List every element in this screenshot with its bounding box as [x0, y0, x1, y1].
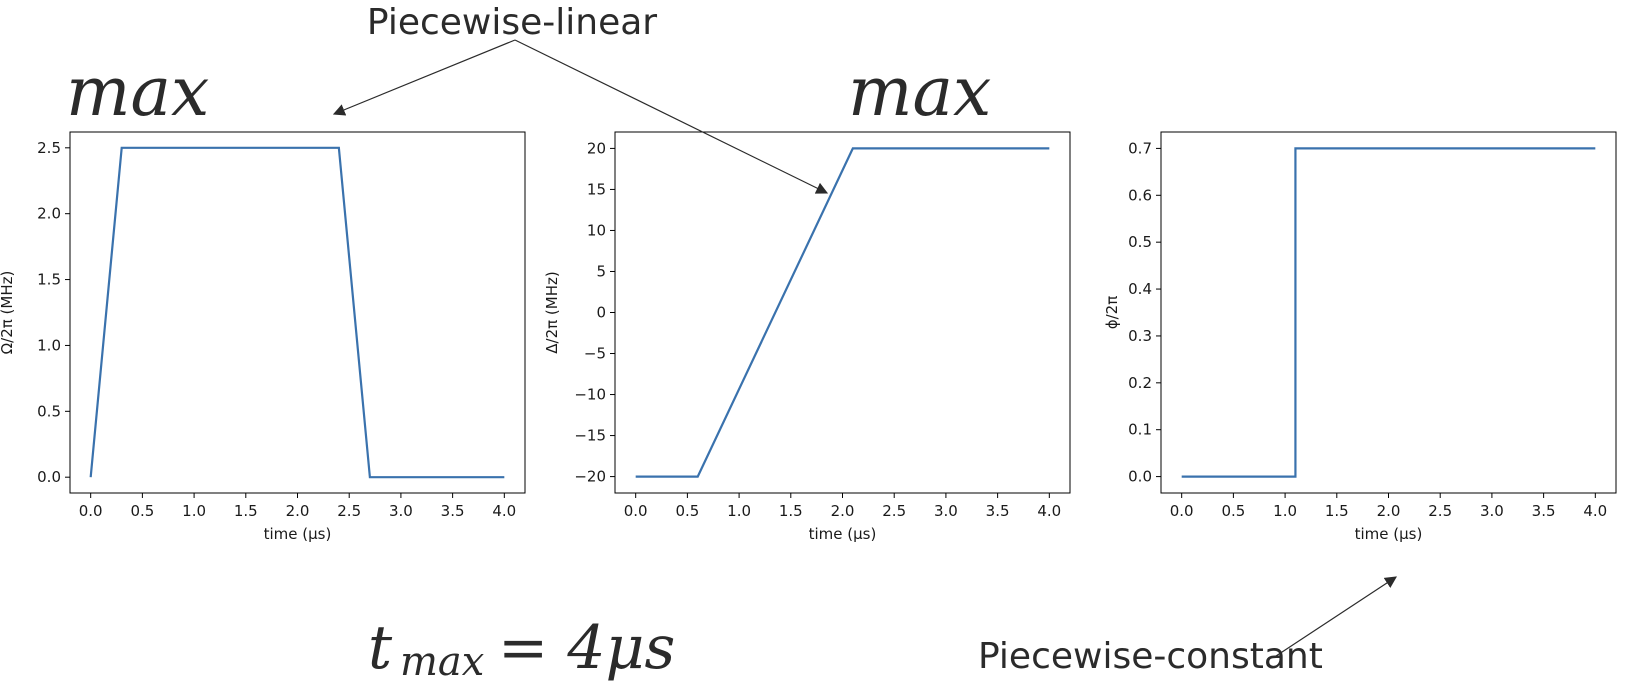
- piecewise-constant-label: Piecewise-constant: [978, 636, 1323, 677]
- phase-x-axis-label: time (μs): [1355, 525, 1423, 543]
- delta-y-tick-label: −15: [574, 427, 606, 445]
- delta-max-label: max: [848, 53, 991, 132]
- omega-x-axis-label: time (μs): [264, 525, 332, 543]
- omega-y-tick-label: 2.5: [37, 139, 61, 157]
- phase-x-tick-label: 1.5: [1325, 502, 1349, 520]
- omega-y-tick-label: 1.5: [37, 271, 61, 289]
- phase-y-tick-label: 0.6: [1128, 186, 1152, 204]
- phase-x-tick-label: 2.5: [1428, 502, 1452, 520]
- phase-y-tick-label: 0.0: [1128, 468, 1152, 486]
- piecewise-constant-arrow: [1275, 576, 1398, 657]
- piecewise-linear-arrow-right: [514, 39, 829, 194]
- omega-x-tick-label: 0.0: [79, 502, 103, 520]
- phase-plot: 0.0 0.5 1.0 1.5 2.0 2.5 3.0 3.5 4.0 0.0 0.1 0.2 0.3 0…: [1103, 131, 1617, 543]
- tmax-value: = 4μs: [498, 613, 675, 683]
- delta-x-tick-label: 4.0: [1037, 502, 1061, 520]
- delta-x-tick-label: 0.0: [624, 502, 648, 520]
- omega-axes-frame: [69, 131, 526, 494]
- omega-x-tick-label: 2.0: [286, 502, 310, 520]
- phase-x-tick-label: 1.0: [1273, 502, 1297, 520]
- delta-y-axis-label: Δ/2π (MHz): [543, 271, 561, 353]
- phase-x-tick-label: 0.5: [1221, 502, 1245, 520]
- phase-x-tick-label: 2.0: [1377, 502, 1401, 520]
- omega-y-axis-label: Ω/2π (MHz): [0, 271, 16, 355]
- delta-plot: 0.0 0.5 1.0 1.5 2.0 2.5 3.0 3.5 4.0 −20 −15 −10 −5 0 5…: [543, 131, 1071, 543]
- delta-y-tick-label: −5: [584, 345, 606, 363]
- phase-y-tick-label: 0.1: [1128, 421, 1152, 439]
- delta-x-tick-label: 2.0: [831, 502, 855, 520]
- phase-axes-frame: [1160, 131, 1617, 494]
- delta-x-axis-label: time (μs): [809, 525, 877, 543]
- phase-x-tick-label: 4.0: [1583, 502, 1607, 520]
- phase-y-tick-label: 0.7: [1128, 139, 1152, 157]
- delta-y-tick-label: 5: [596, 262, 606, 280]
- delta-x-tick-label: 0.5: [675, 502, 699, 520]
- omega-y-tick-label: 0.0: [37, 468, 61, 486]
- piecewise-linear-label: Piecewise-linear: [367, 2, 657, 43]
- tmax-equation: t max = 4μs: [368, 613, 675, 685]
- delta-x-tick-label: 1.5: [779, 502, 803, 520]
- phase-x-tick-label: 3.0: [1480, 502, 1504, 520]
- omega-y-tick-label: 2.0: [37, 205, 61, 223]
- delta-y-tick-label: 0: [596, 304, 606, 322]
- omega-x-tick-label: 2.5: [337, 502, 361, 520]
- delta-series-line: [635, 147, 1050, 478]
- omega-x-tick-label: 4.0: [492, 502, 516, 520]
- omega-x-tick-label: 1.5: [234, 502, 258, 520]
- omega-plot: 0.0 0.5 1.0 1.5 2.0 2.5 3.0 3.5 4.0 0.0 0.5 1.0 1.5 2…: [0, 131, 526, 543]
- piecewise-linear-arrow-left: [332, 39, 516, 116]
- phase-y-tick-label: 0.5: [1128, 233, 1152, 251]
- phase-y-tick-label: 0.3: [1128, 327, 1152, 345]
- omega-x-tick-label: 0.5: [130, 502, 154, 520]
- omega-y-tick-label: 1.0: [37, 336, 61, 354]
- phase-y-tick-label: 0.2: [1128, 374, 1152, 392]
- delta-y-tick-label: 20: [587, 139, 606, 157]
- tmax-subscript: max: [400, 639, 484, 685]
- phase-y-axis-label: ϕ/2π: [1103, 296, 1121, 330]
- delta-y-tick-label: 10: [587, 221, 606, 239]
- delta-x-tick-label: 3.0: [934, 502, 958, 520]
- delta-x-tick-label: 2.5: [882, 502, 906, 520]
- omega-x-tick-label: 3.0: [389, 502, 413, 520]
- delta-y-tick-label: −20: [574, 468, 606, 486]
- omega-x-tick-label: 1.0: [182, 502, 206, 520]
- delta-axes-frame: [614, 131, 1071, 494]
- delta-y-tick-label: 15: [587, 180, 606, 198]
- delta-y-tick-label: −10: [574, 386, 606, 404]
- phase-y-tick-label: 0.4: [1128, 280, 1152, 298]
- omega-series-line: [89, 146, 505, 479]
- delta-x-tick-label: 3.5: [986, 502, 1010, 520]
- phase-x-tick-label: 0.0: [1170, 502, 1194, 520]
- omega-max-label: max: [66, 53, 209, 132]
- phase-series-line: [1181, 147, 1596, 478]
- phase-x-tick-label: 3.5: [1532, 502, 1556, 520]
- omega-y-tick-label: 0.5: [37, 402, 61, 420]
- omega-x-tick-label: 3.5: [441, 502, 465, 520]
- delta-x-tick-label: 1.0: [727, 502, 751, 520]
- tmax-symbol: t: [368, 613, 393, 683]
